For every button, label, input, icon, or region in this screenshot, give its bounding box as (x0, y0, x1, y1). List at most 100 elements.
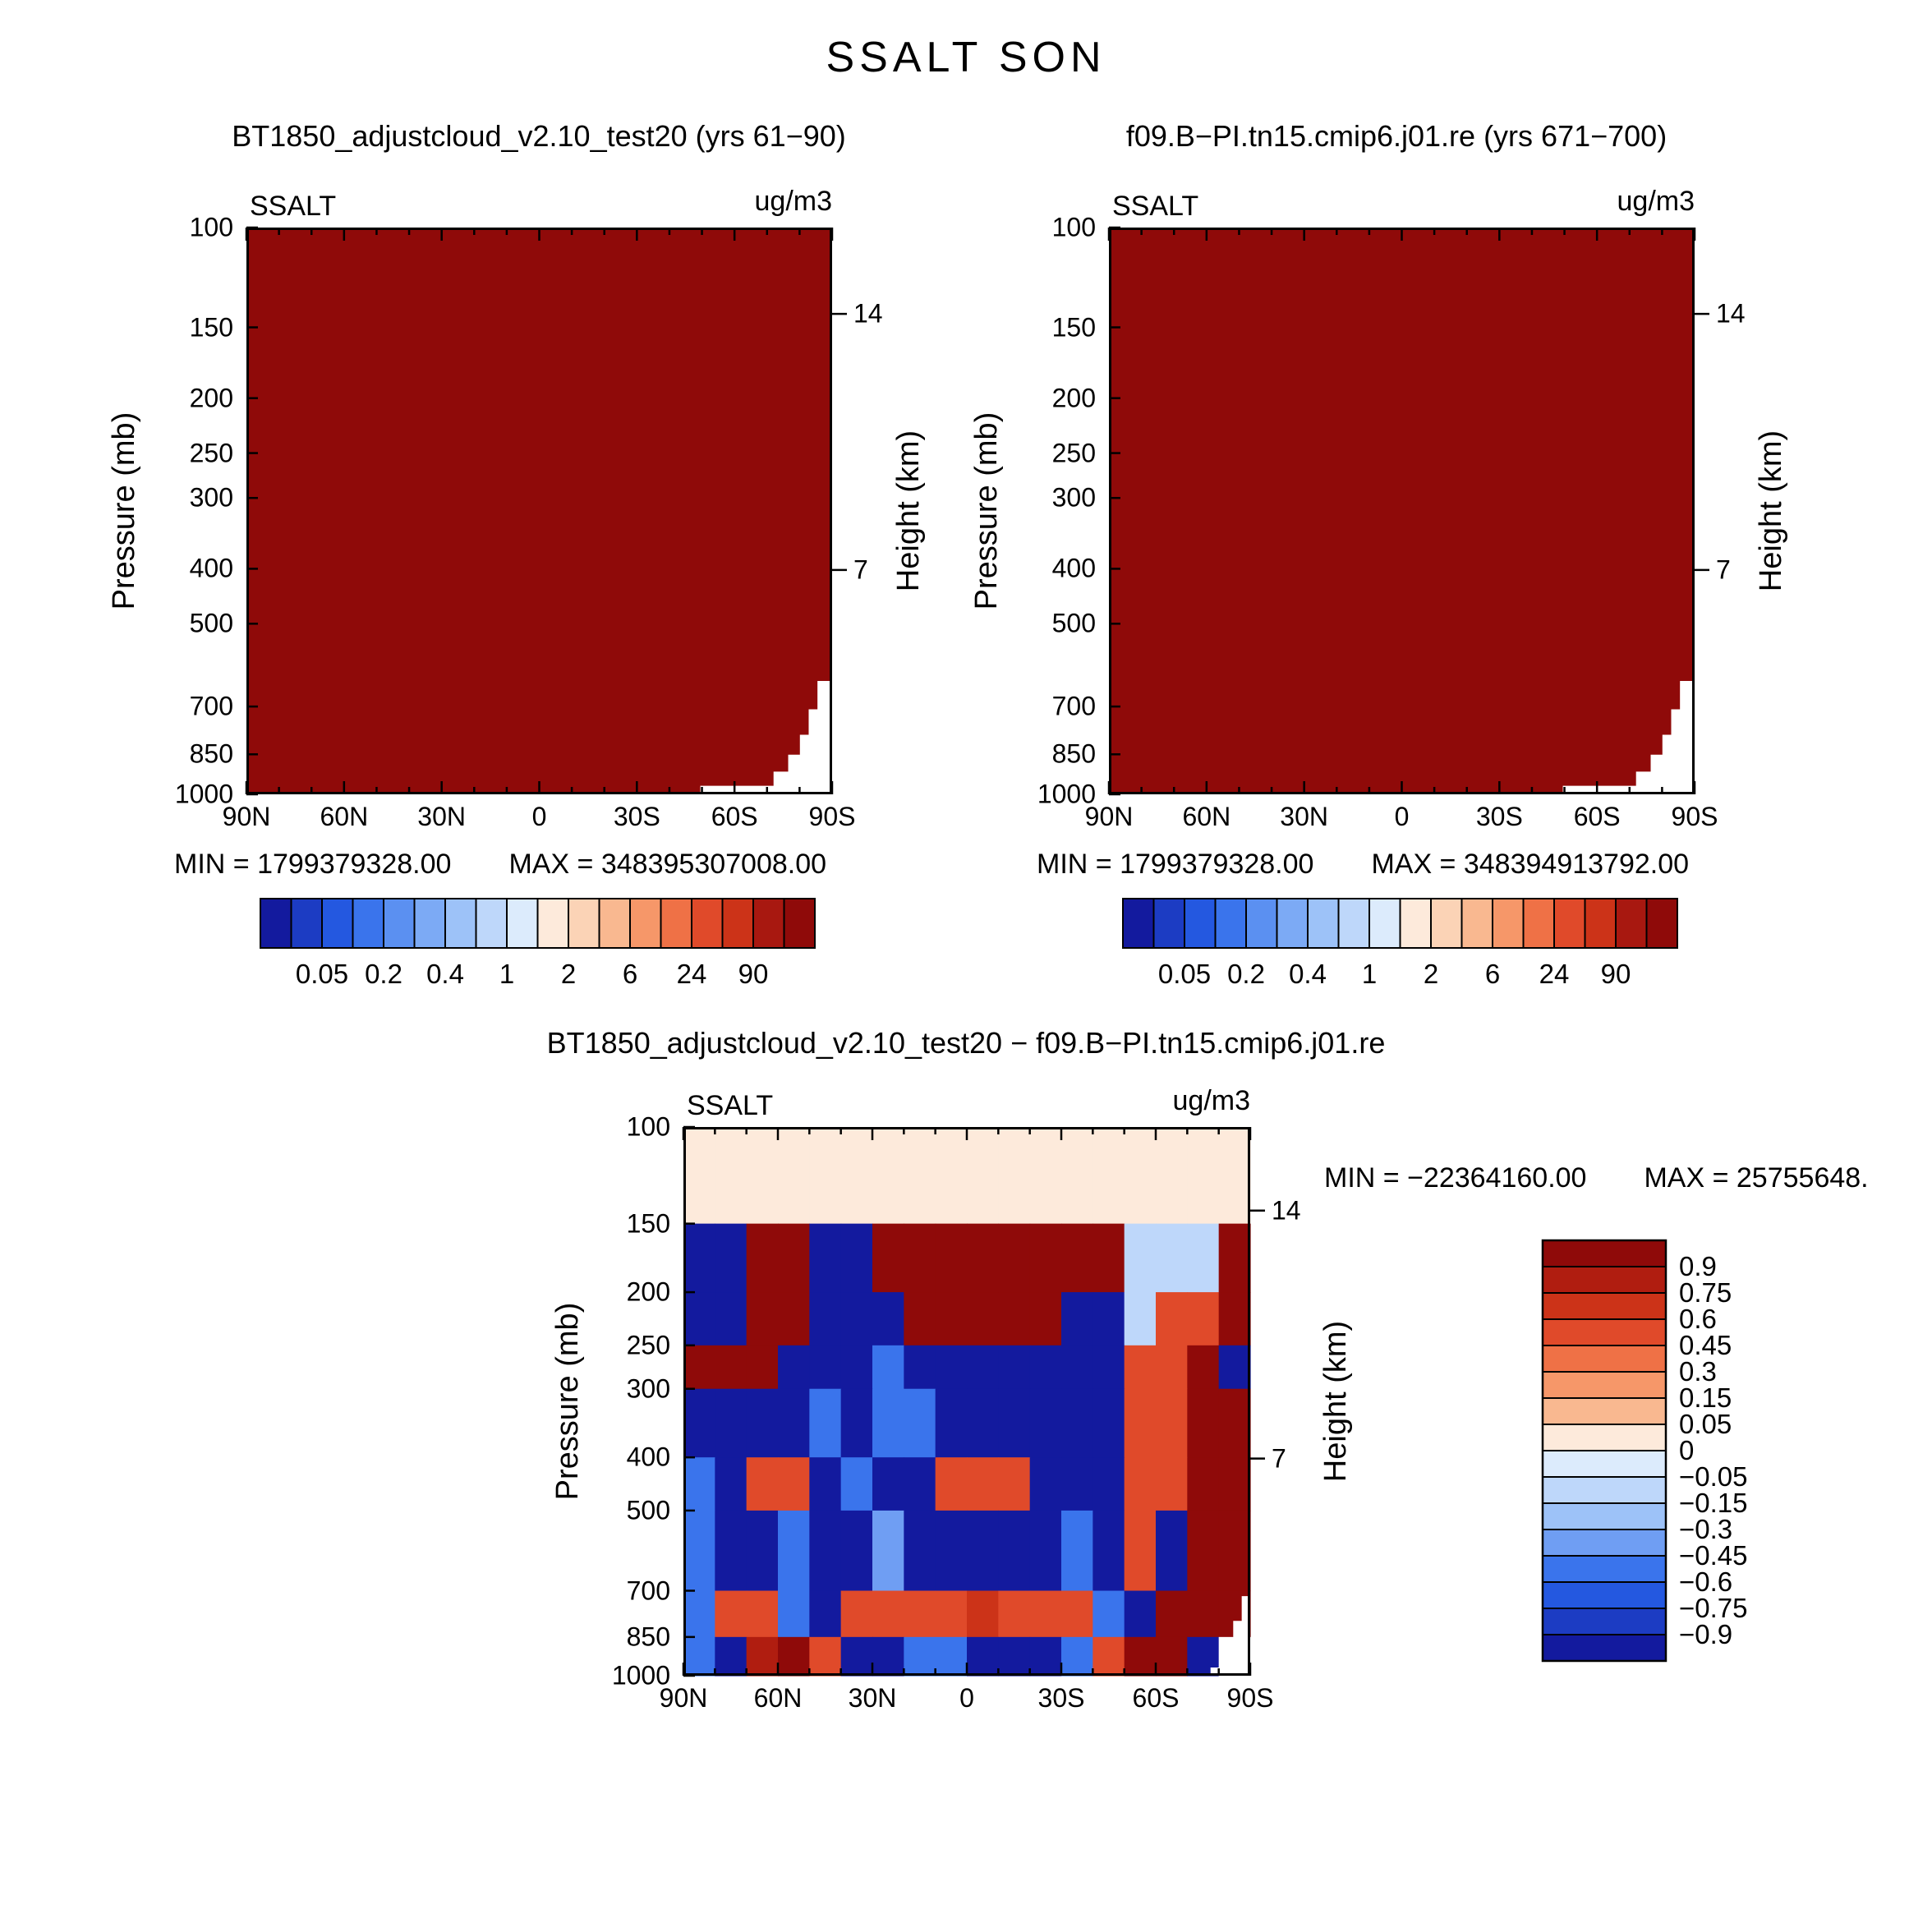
left-max-label: MAX = 348395307008.00 (508, 849, 827, 880)
latitude-tick-label: 60N (320, 802, 369, 831)
pressure-tick-label: 700 (626, 1575, 670, 1605)
colorbar-tick-label: 2 (1423, 959, 1439, 989)
right-height-axis-label: Height (km) (1754, 430, 1789, 592)
latitude-tick-label: 30S (1475, 802, 1523, 831)
pressure-tick-label: 1000 (611, 1660, 670, 1690)
pressure-tick-label: 300 (1051, 482, 1096, 513)
height-tick-label: 7 (1716, 554, 1731, 585)
right-pressure-axis-label: Pressure (mb) (969, 412, 1005, 610)
pressure-tick-label: 300 (189, 482, 233, 513)
latitude-tick-label: 0 (1394, 802, 1410, 831)
latitude-tick-label: 90S (808, 802, 856, 831)
diff-height-axis-label: Height (km) (1318, 1320, 1354, 1483)
colorbar-tick-label: 0.6 (1679, 1303, 1717, 1334)
colorbar-tick-label: 0.45 (1679, 1329, 1732, 1360)
left-min-label: MIN = 1799379328.00 (174, 849, 452, 880)
left-height-axis-label: Height (km) (891, 430, 927, 592)
right-colorbar: 0.05 0.2 0.4 1 2 6 24 90 (1121, 897, 1679, 996)
colorbar-svg (1541, 1239, 1668, 1663)
latitude-tick-label: 90N (659, 1683, 708, 1713)
pressure-tick-label: 100 (626, 1111, 670, 1142)
pressure-tick-label: 400 (189, 553, 233, 583)
left-pressure-axis-label: Pressure (mb) (107, 412, 142, 610)
pressure-tick-label: 150 (189, 311, 233, 342)
pressure-tick-label: 100 (189, 212, 233, 242)
colorbar-tick-label: −0.6 (1679, 1566, 1733, 1597)
pressure-tick-label: 1000 (174, 779, 233, 809)
latitude-tick-label: 60S (1132, 1683, 1180, 1713)
left-minmax: MIN = 1799379328.00 MAX = 348395307008.00 (174, 849, 826, 880)
diff-pressure-axis-label: Pressure (mb) (550, 1302, 586, 1501)
latitude-tick-label: 60N (1182, 802, 1231, 831)
colorbar-tick-label: 0.3 (1679, 1355, 1717, 1387)
pressure-tick-label: 400 (1051, 553, 1096, 583)
latitude-tick-label: 30S (1037, 1683, 1085, 1713)
colorbar-tick-label: −0.45 (1679, 1539, 1748, 1571)
pressure-tick-label: 200 (626, 1276, 670, 1307)
heatmap-svg (1107, 226, 1709, 796)
colorbar-tick-label: 1 (1361, 959, 1378, 989)
pressure-tick-label: 250 (189, 437, 233, 467)
colorbar-tick-label: 0 (1679, 1434, 1695, 1465)
pressure-tick-label: 100 (1051, 212, 1096, 242)
colorbar-tick-label: 0.05 (1679, 1408, 1732, 1439)
latitude-tick-label: 30S (613, 802, 660, 831)
diff-min-label: MIN = −22364160.00 (1324, 1162, 1587, 1194)
colorbar-tick-label: 0.2 (1227, 959, 1265, 989)
left-panel-title: BT1850_adjustcloud_v2.10_test20 (yrs 61−… (232, 119, 846, 153)
pressure-tick-label: 200 (189, 383, 233, 413)
diff-field-label: SSALT (687, 1090, 774, 1121)
latitude-tick-label: 90S (1671, 802, 1718, 831)
height-tick-label: 14 (1716, 298, 1746, 329)
pressure-tick-label: 200 (1051, 383, 1096, 413)
latitude-tick-label: 60S (711, 802, 758, 831)
heatmap-svg (245, 226, 847, 796)
colorbar-tick-label: 2 (560, 959, 577, 989)
latitude-tick-label: 90N (222, 802, 271, 831)
pressure-tick-label: 500 (626, 1495, 670, 1525)
colorbar-tick-label: 0.15 (1679, 1382, 1732, 1413)
pressure-tick-label: 500 (189, 608, 233, 638)
left-colorbar: 0.05 0.2 0.4 1 2 6 24 90 (259, 897, 816, 996)
right-min-label: MIN = 1799379328.00 (1037, 849, 1314, 880)
pressure-tick-label: 150 (626, 1208, 670, 1239)
pressure-tick-label: 850 (189, 738, 233, 769)
latitude-tick-label: 30N (417, 802, 467, 831)
right-field-label: SSALT (1112, 191, 1199, 222)
pressure-tick-label: 1000 (1037, 779, 1096, 809)
pressure-tick-label: 150 (1051, 311, 1096, 342)
diff-panel-title: BT1850_adjustcloud_v2.10_test20 − f09.B−… (546, 1026, 1386, 1060)
right-heatmap-panel: SSALT ug/m3 100 150 200 250 300 400 500 700 850 1… (1037, 186, 1746, 831)
colorbar-tick-label: 0.05 (1157, 959, 1212, 989)
diff-heatmap-svg (682, 1125, 1265, 1677)
colorbar-tick-label: 0.2 (365, 959, 402, 989)
pressure-tick-label: 250 (626, 1330, 670, 1360)
right-panel-title: f09.B−PI.tn15.cmip6.j01.re (yrs 671−700) (1125, 119, 1668, 153)
colorbar-tick-label: 0.9 (1679, 1250, 1717, 1281)
colorbar-svg (1122, 898, 1678, 949)
colorbar-tick-label: 6 (1484, 959, 1501, 989)
colorbar-tick-label: 1 (499, 959, 515, 989)
colorbar-tick-label: 0.4 (426, 959, 464, 989)
colorbar-tick-label: −0.9 (1679, 1618, 1733, 1649)
pressure-tick-label: 300 (626, 1373, 670, 1404)
diff-units-label: ug/m3 (1172, 1085, 1251, 1116)
colorbar-tick-label: −0.15 (1679, 1487, 1748, 1518)
latitude-tick-label: 60N (753, 1683, 803, 1713)
colorbar-tick-label: 90 (738, 959, 769, 989)
left-heatmap-panel: SSALT ug/m3 100 150 200 250 300 400 500 700 850 1… (175, 186, 883, 831)
colorbar-tick-label: 6 (622, 959, 638, 989)
colorbar-tick-label: 24 (1539, 959, 1570, 989)
pressure-tick-label: 250 (1051, 437, 1096, 467)
pressure-tick-label: 700 (1051, 691, 1096, 721)
right-units-label: ug/m3 (1617, 186, 1695, 217)
diff-heatmap-panel: SSALT ug/m3 100 150 200 250 300 400 500 700 850 1… (612, 1085, 1301, 1713)
colorbar-tick-label: 90 (1600, 959, 1631, 989)
colorbar-tick-label: −0.05 (1679, 1460, 1748, 1492)
pressure-tick-label: 850 (1051, 738, 1096, 769)
pressure-tick-label: 400 (626, 1442, 670, 1472)
pressure-tick-label: 700 (189, 691, 233, 721)
colorbar-tick-label: 0.4 (1289, 959, 1327, 989)
colorbar-tick-label: 24 (676, 959, 707, 989)
right-minmax: MIN = 1799379328.00 MAX = 348394913792.00 (1037, 849, 1689, 880)
